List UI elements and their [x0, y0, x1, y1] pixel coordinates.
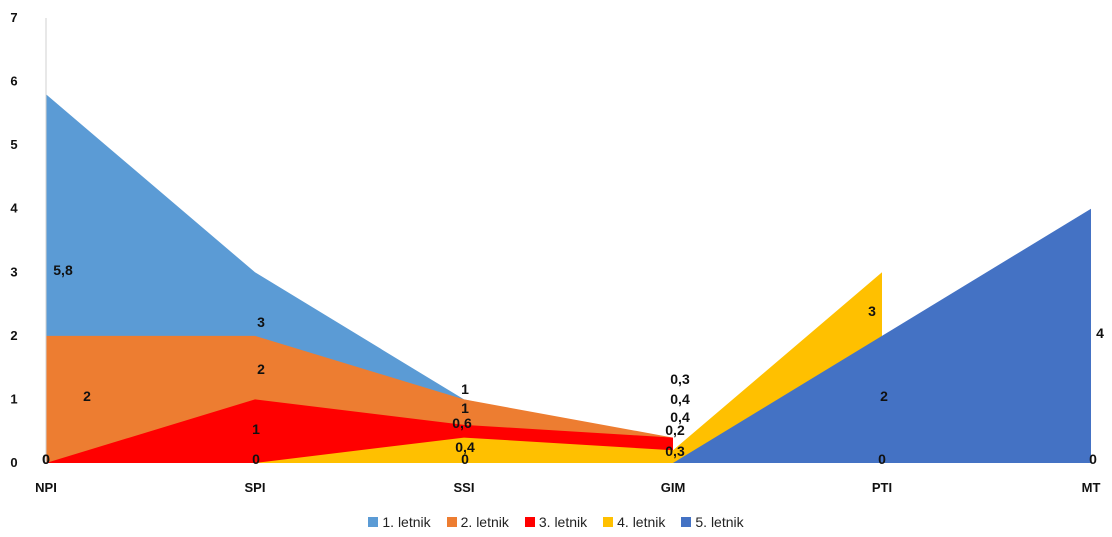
data-label: 5,8	[53, 262, 73, 278]
data-label: 3	[257, 314, 265, 330]
legend-item: 3. letnik	[524, 514, 588, 530]
data-label: 3	[868, 303, 876, 319]
legend-label: 2. letnik	[460, 514, 509, 530]
y-tick-label: 5	[10, 137, 17, 152]
data-label: 0	[42, 451, 50, 467]
data-label: 1	[461, 381, 469, 397]
legend-item: 4. letnik	[603, 514, 665, 530]
data-label: 0,4	[455, 439, 475, 455]
y-tick-label: 2	[10, 328, 17, 343]
data-label: 0,3	[665, 443, 685, 459]
data-label: 4	[1096, 325, 1104, 341]
legend-swatch	[681, 517, 692, 527]
y-tick-label: 7	[10, 10, 17, 25]
y-tick-label: 3	[10, 264, 17, 279]
y-tick-label: 4	[10, 201, 18, 216]
data-label: 0,3	[670, 371, 690, 387]
x-tick-label: SSI	[454, 480, 475, 495]
area-5--letnik	[673, 208, 1091, 463]
series-areas	[46, 94, 1091, 463]
data-label-zero: 0	[878, 451, 886, 467]
data-label-zero: 0	[461, 451, 469, 467]
legend-label: 3. letnik	[538, 514, 588, 530]
y-axis-ticks: 0 1 2 3 4 5 6 7	[10, 10, 18, 470]
data-label: 2	[83, 388, 91, 404]
data-label: 0,4	[670, 409, 690, 425]
data-label: 2	[880, 388, 888, 404]
data-label: 0,4	[670, 391, 690, 407]
data-label-zero: 0	[42, 451, 50, 467]
legend-label: 4. letnik	[617, 514, 666, 530]
legend-item: 1. letnik	[368, 514, 431, 530]
data-label: 1	[252, 421, 260, 437]
data-label: 2	[257, 361, 265, 377]
legend-swatch	[446, 517, 457, 527]
x-tick-label: SPI	[245, 480, 266, 495]
area-4--letnik	[255, 272, 882, 463]
legend-item: 5. letnik	[681, 514, 744, 530]
data-label: 1	[461, 400, 469, 416]
legend-label: 5. letnik	[695, 514, 744, 530]
legend-item: 2. letnik	[446, 514, 509, 530]
x-tick-label: PTI	[872, 480, 892, 495]
data-label: 0	[252, 451, 260, 467]
legend: 1. letnik 2. letnik 3. letnik 4. letnik 5. l…	[0, 514, 1112, 530]
x-axis-ticks: NPI SPI SSI GIM PTI MT	[35, 480, 1100, 495]
data-label-zero: 0	[1089, 451, 1097, 467]
x-tick-label: NPI	[35, 480, 57, 495]
legend-swatch	[368, 517, 379, 527]
x-tick-label: GIM	[661, 480, 686, 495]
legend-swatch	[603, 517, 614, 527]
legend-label: 1. letnik	[382, 514, 431, 530]
y-tick-label: 6	[10, 74, 17, 89]
y-tick-label: 0	[10, 455, 17, 470]
y-tick-label: 1	[10, 391, 17, 406]
x-tick-label: MT	[1082, 480, 1101, 495]
legend-swatch	[524, 517, 535, 527]
data-label: 0,2	[665, 422, 685, 438]
data-label: 0,6	[452, 415, 472, 431]
